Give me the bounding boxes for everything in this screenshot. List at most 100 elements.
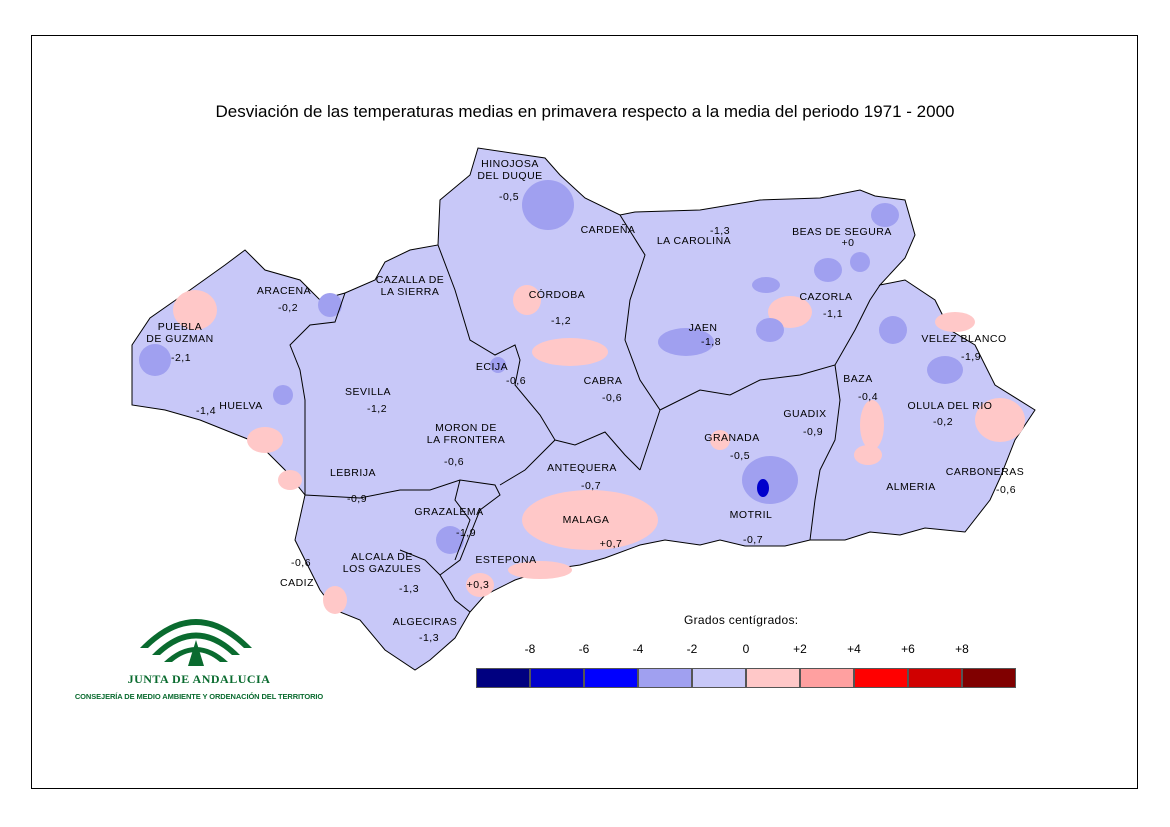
- station-label: ARACENA -0,2: [257, 285, 311, 314]
- junta-logo-arcs-icon: [140, 619, 252, 666]
- legend-tick-label: -8: [524, 642, 536, 656]
- station-label: ALMERIA: [886, 481, 935, 493]
- station-label: JAEN -1,8: [689, 322, 721, 348]
- station-name: GRANADA: [704, 432, 759, 444]
- station-value: -1,3: [419, 632, 439, 644]
- station-name: CAZALLA DE LA SIERRA: [376, 274, 445, 298]
- station-name: HUELVA: [219, 400, 262, 412]
- station-name: HINOJOSA DEL DUQUE: [477, 158, 542, 182]
- legend-tick-label: -2: [686, 642, 698, 656]
- station-label: LEBRIJA -0,9: [330, 467, 376, 505]
- station-name: ANTEQUERA: [547, 462, 617, 474]
- station-label: MORON DE LA FRONTERA -0,6: [427, 422, 505, 468]
- station-value: -0,2: [933, 416, 953, 428]
- station-name: SEVILLA: [345, 386, 391, 398]
- strong-cold-spot: [757, 479, 769, 497]
- station-label: ALGECIRAS -1,3: [393, 616, 458, 644]
- legend-swatch: [746, 668, 800, 688]
- station-label: OLULA DEL RIO -0,2: [908, 400, 993, 428]
- station-name: GUADIX: [783, 408, 826, 420]
- station-label: PUEBLA DE GUZMAN -2,1: [146, 321, 214, 364]
- station-name: ECIJA: [476, 361, 508, 373]
- station-label: CARBONERAS -0,6: [946, 466, 1025, 496]
- legend-swatch: [962, 668, 1016, 688]
- legend-swatch: [908, 668, 962, 688]
- map-frame: [31, 35, 1138, 789]
- station-value: -0,9: [347, 493, 367, 505]
- station-value: -1,3: [399, 583, 419, 595]
- station-value: +0,3: [467, 579, 490, 591]
- legend-swatch: [476, 668, 530, 688]
- station-value: -1,1: [823, 308, 843, 320]
- junta-logo-name: JUNTA DE ANDALUCIA: [127, 672, 271, 686]
- station-label: GRAZALEMA -1,9: [414, 506, 483, 539]
- station-value: -1,9: [961, 351, 981, 363]
- station-value: -1,9: [456, 527, 476, 539]
- station-value: -0,5: [499, 191, 519, 203]
- station-value: -0,6: [291, 557, 311, 569]
- legend-swatch: [854, 668, 908, 688]
- legend-title: Grados centígrados:: [684, 613, 799, 627]
- station-name: BAZA: [843, 373, 872, 385]
- station-value: -0,6: [506, 375, 526, 387]
- station-name: OLULA DEL RIO: [908, 400, 993, 412]
- station-label: GRANADA -0,5: [704, 432, 759, 462]
- station-value: -1,3: [710, 225, 730, 237]
- station-name: CÓRDOBA: [529, 288, 586, 301]
- positive-anomaly-areas: [173, 285, 1025, 614]
- station-value: -1,4: [196, 405, 216, 417]
- station-label: ANTEQUERA -0,7: [547, 462, 617, 492]
- station-value: -0,4: [858, 391, 878, 403]
- station-label: VELEZ BLANCO -1,9: [921, 333, 1006, 363]
- station-value: -1,8: [701, 336, 721, 348]
- station-name: ALCALA DE LOS GAZULES: [343, 551, 421, 575]
- station-label: CABRA -0,6: [584, 375, 623, 404]
- station-name: CABRA: [584, 375, 623, 387]
- station-value: -0,2: [278, 302, 298, 314]
- station-label: BAZA -0,4: [843, 373, 878, 403]
- station-label: CAZORLA -1,1: [799, 291, 852, 320]
- station-name: MALAGA: [563, 514, 610, 526]
- station-name: ARACENA: [257, 285, 311, 297]
- legend-swatch: [638, 668, 692, 688]
- station-value: -0,5: [730, 450, 750, 462]
- legend-tick-label: +6: [901, 642, 915, 656]
- station-label: HINOJOSA DEL DUQUE -0,5: [477, 158, 542, 203]
- station-label: ESTEPONA +0,3: [467, 554, 536, 591]
- legend-swatch: [530, 668, 584, 688]
- junta-logo-subtitle: CONSEJERÍA DE MEDIO AMBIENTE Y ORDENACIÓ…: [74, 692, 324, 701]
- station-value: -0,6: [602, 392, 622, 404]
- station-name: CARDEÑA: [581, 223, 636, 236]
- legend-tick-label: +4: [847, 642, 861, 656]
- station-label: MOTRIL -0,7: [730, 509, 772, 546]
- junta-logo: JUNTA DE ANDALUCIA CONSEJERÍA DE MEDIO A…: [74, 600, 324, 705]
- legend-swatch: [692, 668, 746, 688]
- station-label: HUELVA-1,4: [196, 400, 262, 417]
- andalucia-region: [131, 147, 1036, 671]
- province-boundaries: [289, 214, 881, 613]
- negative-anomaly-areas: [139, 180, 963, 554]
- station-name: LEBRIJA: [330, 467, 376, 479]
- legend-tick-label: -6: [578, 642, 590, 656]
- station-name: JAEN: [689, 322, 718, 334]
- legend-swatch: [584, 668, 638, 688]
- station-value: -0,7: [581, 480, 601, 492]
- station-label: ECIJA -0,6: [476, 361, 526, 387]
- station-name: BEAS DE SEGURA: [792, 226, 892, 238]
- station-name: VELEZ BLANCO: [921, 333, 1006, 345]
- legend-tick-label: -4: [632, 642, 644, 656]
- station-name: CAZORLA: [799, 291, 852, 303]
- station-value: -0,9: [803, 426, 823, 438]
- station-value: -1,2: [551, 315, 571, 327]
- station-value: +0,7: [600, 538, 623, 550]
- station-name: PUEBLA DE GUZMAN: [146, 321, 214, 345]
- station-label: CARDEÑA: [581, 223, 636, 236]
- station-name: CARBONERAS: [946, 466, 1025, 478]
- legend-tick-label: +2: [793, 642, 807, 656]
- station-value: +0: [842, 237, 855, 249]
- station-value: -0,6: [996, 484, 1016, 496]
- station-name: MORON DE LA FRONTERA: [427, 422, 505, 446]
- station-name: ALGECIRAS: [393, 616, 458, 628]
- station-label: CAZALLA DE LA SIERRA: [376, 274, 445, 298]
- station-value: -0,6: [444, 456, 464, 468]
